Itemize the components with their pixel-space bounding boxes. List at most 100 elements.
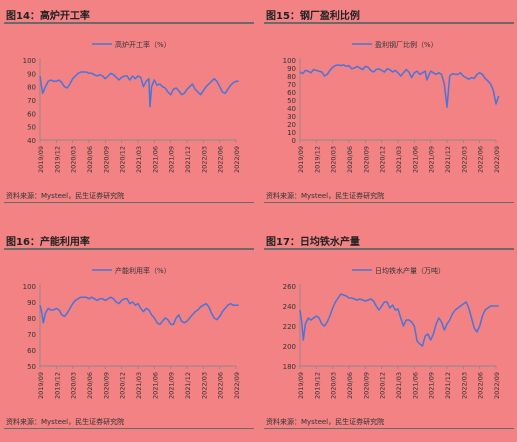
x-tick-label: 2020/09: [362, 146, 370, 173]
x-tick-label: 2021/12: [184, 146, 192, 173]
legend-label: 高炉开工率（%）: [115, 40, 171, 49]
x-tick-label: 2020/06: [86, 372, 94, 399]
x-tick-label: 2021/09: [168, 146, 176, 173]
x-tick-label: 2022/03: [460, 372, 468, 399]
bottom-divider: [264, 202, 514, 203]
x-tick-label: 2019/09: [37, 372, 45, 399]
y-tick-label: 0: [292, 137, 296, 145]
y-tick-label: 80: [287, 73, 296, 81]
x-tick-label: 2020/06: [346, 146, 354, 173]
y-tick-label: 100: [23, 283, 36, 291]
source-note: 资料来源：Mysteel，民生证券研究院: [266, 418, 385, 426]
source-note: 资料来源：Mysteel，民生证券研究院: [266, 192, 385, 200]
chart-panel-profit-ratio: 图15：钢厂盈利比例 盈利钢厂比例（%） 0 10 20 30 40 50 60 70 80 90 1…: [264, 0, 514, 216]
y-tick-label: 50: [287, 97, 296, 105]
x-tick-label: 2019/09: [37, 146, 45, 173]
x-tick-label: 2020/03: [70, 372, 78, 399]
x-tick-label: 2020/12: [119, 146, 127, 173]
x-tick-label: 2022/09: [233, 372, 241, 399]
x-tick-label: 2019/09: [297, 146, 305, 173]
x-tick-label: 2020/06: [86, 146, 94, 173]
x-tick-label: 2021/12: [444, 146, 452, 173]
x-tick-label: 2021/03: [135, 372, 143, 399]
source-note: 资料来源：Mysteel，民生证券研究院: [6, 418, 125, 426]
x-tick-label: 2021/03: [135, 146, 143, 173]
x-tick-label: 2022/06: [217, 372, 225, 399]
chart-title: 图16：产能利用率: [6, 237, 90, 248]
y-tick-label: 180: [283, 363, 296, 371]
title-divider: [4, 22, 254, 24]
y-tick-label: 80: [27, 315, 36, 323]
x-tick-label: 2022/06: [217, 146, 225, 173]
x-tick-label: 2021/12: [184, 372, 192, 399]
y-tick-label: 60: [287, 89, 296, 97]
legend-label: 产能利用率（%）: [115, 266, 171, 275]
x-tick-label: 2020/03: [330, 372, 338, 399]
y-tick-label: 70: [27, 97, 36, 105]
x-tick-label: 2019/12: [53, 146, 61, 173]
y-tick-label: 90: [27, 70, 36, 78]
y-tick-label: 50: [27, 124, 36, 132]
x-tick-label: 2022/06: [477, 372, 485, 399]
x-tick-label: 2021/03: [395, 146, 403, 173]
x-tick-label: 2021/03: [395, 372, 403, 399]
legend-label: 日均铁水产量（万吨）: [375, 266, 445, 275]
x-tick-label: 2020/09: [362, 372, 370, 399]
y-tick-label: 60: [27, 347, 36, 355]
y-tick-label: 240: [283, 303, 296, 311]
series-line: [39, 71, 239, 108]
line-chart: 高炉开工率（%） 40 50 60 70 80 90 100 2019/09 2019/12 202…: [23, 40, 241, 173]
y-tick-label: 90: [27, 299, 36, 307]
source-note: 资料来源：Mysteel，民生证券研究院: [6, 192, 125, 200]
y-tick-label: 40: [27, 137, 36, 145]
x-tick-label: 2020/03: [330, 146, 338, 173]
x-tick-label: 2021/09: [428, 146, 436, 173]
y-tick-label: 220: [283, 323, 296, 331]
x-tick-label: 2022/06: [477, 146, 485, 173]
series-line: [299, 293, 499, 347]
bottom-divider: [4, 202, 254, 203]
title-divider: [264, 22, 514, 24]
chart-title: 图14：高炉开工率: [6, 11, 90, 22]
x-tick-label: 2021/09: [168, 372, 176, 399]
x-tick-label: 2022/03: [460, 146, 468, 173]
x-tick-label: 2021/06: [411, 372, 419, 399]
x-tick-label: 2019/12: [313, 372, 321, 399]
x-tick-label: 2021/06: [411, 146, 419, 173]
x-tick-label: 2022/09: [493, 146, 501, 173]
chart-panel-blast-furnace: 图14：高炉开工率 高炉开工率（%） 40 50 60 70 80 90 100 2019/09…: [4, 0, 254, 216]
line-chart: 产能利用率（%） 50 60 70 80 90 100 2019/09 2019/12 2020/…: [23, 266, 241, 399]
title-divider: [264, 248, 514, 250]
legend-label: 盈利钢厂比例（%）: [375, 40, 438, 49]
x-tick-label: 2020/06: [346, 372, 354, 399]
y-tick-label: 260: [283, 283, 296, 291]
series-line: [39, 296, 239, 326]
x-tick-label: 2020/03: [70, 146, 78, 173]
chart-title: 图15：钢厂盈利比例: [266, 11, 360, 22]
x-tick-label: 2021/06: [151, 146, 159, 173]
x-tick-label: 2020/09: [102, 146, 110, 173]
chart-title: 图17：日均铁水产量: [266, 237, 360, 248]
bottom-divider: [264, 428, 514, 429]
x-tick-label: 2020/12: [379, 372, 387, 399]
line-chart: 日均铁水产量（万吨） 180 200 220 240 260 2019/09 2019/12 2…: [283, 266, 501, 399]
x-tick-label: 2019/12: [53, 372, 61, 399]
x-tick-label: 2020/12: [119, 372, 127, 399]
y-tick-label: 70: [27, 331, 36, 339]
chart-panel-hot-metal-output: 图17：日均铁水产量 日均铁水产量（万吨） 180 200 220 240 260 2019…: [264, 226, 514, 442]
y-tick-label: 200: [283, 343, 296, 351]
y-tick-label: 60: [27, 110, 36, 118]
x-tick-label: 2020/12: [379, 146, 387, 173]
y-tick-label: 30: [287, 113, 296, 121]
x-tick-label: 2022/09: [493, 372, 501, 399]
y-tick-label: 70: [287, 81, 296, 89]
x-tick-label: 2020/09: [102, 372, 110, 399]
x-tick-label: 2019/09: [297, 372, 305, 399]
y-tick-label: 80: [27, 84, 36, 92]
y-tick-label: 10: [287, 129, 296, 137]
y-tick-label: 40: [287, 105, 296, 113]
x-tick-label: 2021/09: [428, 372, 436, 399]
x-tick-label: 2022/09: [233, 146, 241, 173]
x-tick-label: 2022/03: [200, 372, 208, 399]
